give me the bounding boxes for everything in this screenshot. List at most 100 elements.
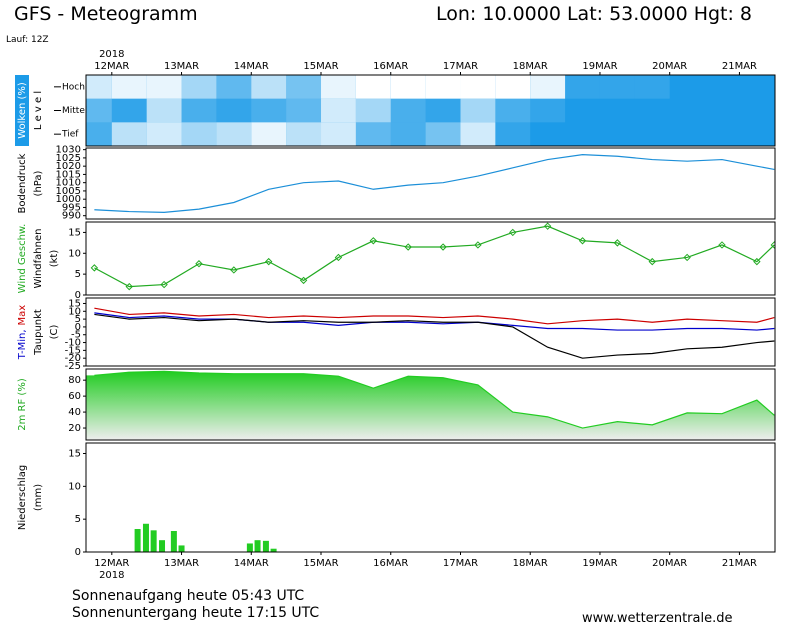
y-tick-label: 0	[75, 547, 81, 558]
y-axis-label: L e v e l	[33, 91, 44, 130]
plot	[86, 75, 775, 146]
cloud-cell	[390, 122, 426, 146]
y-tick-label: 1030	[56, 145, 81, 156]
marker	[90, 264, 99, 272]
cloud-cell	[251, 122, 287, 146]
marker	[195, 260, 203, 268]
y-axis-label: 2m RF (%)	[17, 378, 28, 431]
cloud-cell	[86, 98, 112, 123]
level-label: Hoch	[62, 82, 85, 92]
cloud-cell	[146, 75, 182, 99]
series-line	[94, 312, 775, 331]
y-axis-label-part: Niederschlag	[17, 465, 28, 530]
x-tick-label: 21MAR	[722, 61, 757, 72]
area-fill	[86, 371, 775, 440]
marker	[299, 276, 308, 285]
area-line	[94, 370, 775, 429]
x-tick-label: 20MAR	[652, 61, 687, 72]
cloud-cell	[146, 98, 182, 123]
y-tick-label: 20	[68, 423, 81, 434]
cloud-cell	[766, 99, 775, 123]
cloud-cell	[286, 98, 322, 123]
cloud-cell	[146, 122, 182, 146]
bar	[150, 530, 157, 552]
marker	[613, 239, 622, 247]
x-tick-label: 15MAR	[303, 61, 338, 72]
cloud-cell	[739, 75, 765, 99]
series-line	[94, 154, 775, 213]
cloud-cell	[460, 122, 496, 146]
x-tick-label: 17MAR	[443, 558, 478, 569]
x-tick-label: 19MAR	[582, 61, 617, 72]
location: Lon: 10.0000 Lat: 53.0000 Hgt: 8	[436, 3, 752, 25]
cloud-cell	[565, 99, 600, 123]
cloud-cell	[739, 99, 765, 123]
y-axis-label: (hPa)	[33, 170, 44, 196]
cloud-cell	[600, 99, 635, 123]
cloud-cell	[670, 122, 705, 146]
y-tick-label: -10	[65, 338, 81, 349]
y-tick-label: 10	[68, 481, 81, 492]
cloud-cell	[766, 75, 775, 99]
title: GFS - Meteogramm	[14, 3, 198, 25]
x-tick-label: 14MAR	[234, 558, 269, 569]
marker	[474, 241, 482, 249]
cloud-cell	[565, 122, 600, 146]
plot	[86, 370, 775, 440]
marker	[543, 222, 552, 230]
x-tick-label: 13MAR	[164, 61, 199, 72]
x-tick-label: 17MAR	[443, 61, 478, 72]
x-tick-label: 18MAR	[513, 61, 548, 72]
y-axis-label: Niederschlag	[17, 465, 28, 530]
sunrise: Sonnenaufgang heute 05:43 UTC	[72, 588, 304, 604]
cloud-cell	[286, 75, 322, 99]
y-tick-label: -20	[65, 353, 81, 364]
cloud-cell	[425, 122, 461, 146]
marker	[160, 280, 168, 289]
cloud-cell	[216, 75, 252, 99]
cloud-cell	[111, 98, 147, 123]
cloud-cell	[216, 122, 252, 146]
cloud-cell	[111, 122, 147, 146]
plot	[94, 154, 775, 213]
y-tick-label: 10	[68, 248, 81, 259]
y-axis-label: (kt)	[49, 250, 60, 268]
cloud-cell	[634, 75, 670, 99]
sunset: Sonnenuntergang heute 17:15 UTC	[72, 605, 319, 621]
panel-bg	[86, 443, 775, 552]
cloud-cell	[111, 75, 147, 99]
cloud-cell	[705, 122, 740, 146]
cloud-cell	[216, 98, 252, 123]
bar	[178, 545, 185, 552]
y-tick-label: 1025	[56, 153, 81, 164]
y-axis-label-part: Max	[17, 305, 28, 326]
y-tick-label: 15	[68, 298, 81, 309]
bar	[134, 529, 141, 552]
y-tick-label: 990	[62, 211, 81, 222]
x-tick-label: 12MAR	[94, 558, 129, 569]
y-tick-label: 15	[68, 227, 81, 238]
marker	[770, 241, 775, 249]
bar	[246, 543, 253, 552]
y-tick-label: 5	[75, 314, 81, 325]
y-axis-label-part: Wind Geschw.	[17, 224, 28, 294]
y-axis-label: Wolken (%)	[17, 82, 28, 139]
panel-border	[85, 368, 776, 441]
cloud-cell	[286, 122, 322, 146]
y-tick-label: 15	[68, 449, 81, 460]
y-axis-label: Bodendruck	[17, 153, 28, 213]
cloud-cell	[599, 75, 635, 99]
y-tick-label: 0	[75, 322, 81, 333]
cloud-cell	[321, 98, 356, 123]
y-tick-label: 10	[68, 306, 81, 317]
cloud-cell	[390, 75, 426, 99]
y-tick-label: -15	[65, 345, 81, 356]
cloud-cell	[425, 75, 461, 99]
marker	[509, 228, 517, 237]
y-axis-label-part: (C)	[49, 325, 60, 340]
plot	[90, 222, 775, 291]
bar	[142, 523, 149, 552]
marker	[125, 282, 133, 291]
